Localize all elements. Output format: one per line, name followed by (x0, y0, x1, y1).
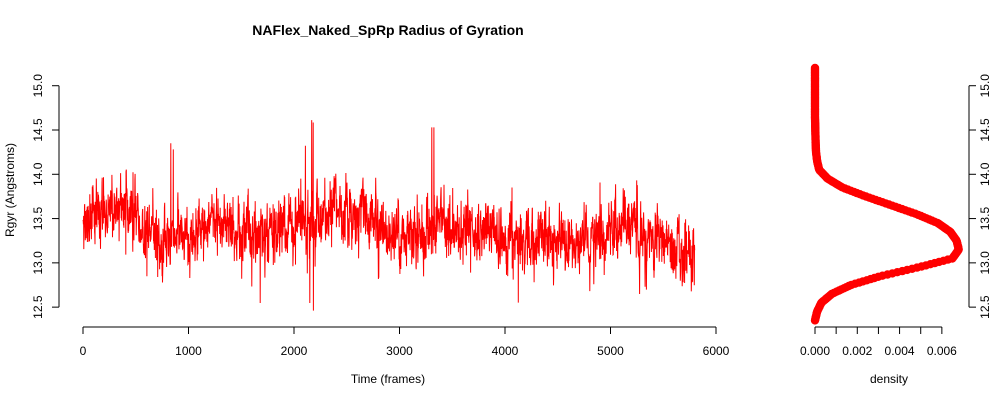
density-y-tick-label: 14.0 (978, 162, 992, 186)
timeseries-x-axis-title: Time (frames) (351, 372, 425, 386)
density-x-tick-label: 0.000 (800, 344, 830, 358)
timeseries-y-tick-label: 12.5 (31, 295, 45, 319)
timeseries-y-tick-label: 14.5 (31, 118, 45, 142)
timeseries-y-tick-label: 14.0 (31, 162, 45, 186)
density-y-tick-label: 13.0 (978, 251, 992, 275)
density-x-axis-title: density (870, 372, 908, 386)
timeseries-x-tick-label: 3000 (386, 344, 413, 358)
density-marker (810, 63, 820, 73)
timeseries-y-tick-label: 15.0 (31, 74, 45, 98)
density-y-tick-label: 14.5 (978, 118, 992, 142)
timeseries-x-tick-label: 2000 (281, 344, 308, 358)
timeseries-x-tick-label: 4000 (492, 344, 519, 358)
timeseries-y-tick-label: 13.0 (31, 251, 45, 275)
timeseries-x-tick-label: 0 (80, 344, 87, 358)
timeseries-x-tick-label: 5000 (597, 344, 624, 358)
timeseries-y-axis-title: Rgyr (Angstroms) (3, 143, 17, 237)
density-x-axis: 0.000 0.002 0.004 0.006 (800, 326, 957, 358)
density-y-tick-label: 12.5 (978, 295, 992, 319)
timeseries-y-tick-label: 13.5 (31, 207, 45, 231)
timeseries-x-tick-label: 1000 (175, 344, 202, 358)
timeseries-y-axis: 12.5 13.0 13.5 14.0 14.5 15.0 (31, 74, 60, 319)
density-y-axis: 12.5 13.0 13.5 14.0 14.5 15.0 (968, 74, 992, 319)
density-x-tick-label: 0.006 (927, 344, 957, 358)
chart-title: NAFlex_Naked_SpRp Radius of Gyration (252, 22, 524, 38)
density-y-tick-label: 15.0 (978, 74, 992, 98)
density-markers (810, 63, 963, 325)
density-x-tick-label: 0.002 (842, 344, 872, 358)
timeseries-panel: 0 1000 2000 3000 4000 5000 6000 12.5 13.0 13.5 14… (3, 74, 730, 386)
timeseries-x-tick-label: 6000 (703, 344, 730, 358)
density-y-tick-label: 13.5 (978, 207, 992, 231)
density-x-tick-label: 0.004 (885, 344, 915, 358)
rgyr-series-line (82, 120, 696, 311)
density-panel: 0.000 0.002 0.004 0.006 12.5 13.0 13.5 14.0 14.… (800, 63, 992, 386)
timeseries-x-axis: 0 1000 2000 3000 4000 5000 6000 (80, 326, 730, 358)
